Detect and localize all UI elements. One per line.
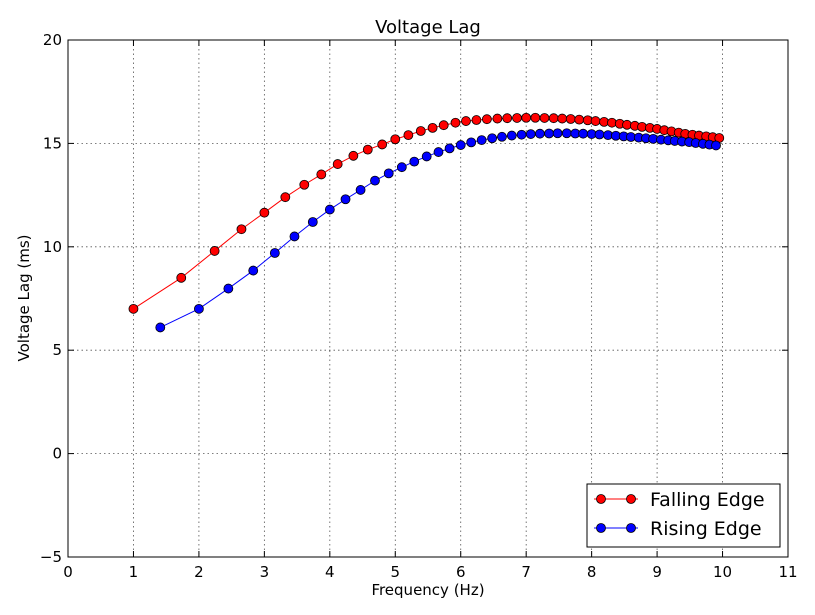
data-point-rising-edge bbox=[194, 303, 204, 314]
x-tick-label: 8 bbox=[587, 563, 597, 581]
data-point-rising-edge bbox=[525, 129, 536, 139]
data-point-rising-edge bbox=[340, 194, 351, 205]
data-point-rising-edge bbox=[516, 129, 527, 140]
data-point-falling-edge bbox=[259, 207, 270, 218]
data-point-falling-edge bbox=[482, 114, 492, 125]
data-point-rising-edge bbox=[155, 322, 166, 333]
plot-frame bbox=[67, 39, 789, 558]
data-point-rising-edge bbox=[497, 131, 507, 142]
data-point-rising-edge bbox=[594, 129, 605, 140]
data-point-falling-edge bbox=[390, 134, 401, 145]
legend-marker-rising-edge bbox=[626, 523, 636, 533]
y-tick-label: −5 bbox=[40, 548, 62, 566]
data-point-rising-edge bbox=[561, 128, 572, 139]
y-tick-label: 0 bbox=[52, 445, 62, 463]
data-point-rising-edge bbox=[355, 185, 366, 195]
y-tick-label: 10 bbox=[43, 238, 62, 256]
data-point-falling-edge bbox=[557, 113, 568, 124]
series-falling-edge bbox=[128, 112, 725, 314]
data-point-rising-edge bbox=[383, 168, 394, 179]
data-point-rising-edge bbox=[444, 143, 455, 154]
data-point-falling-edge bbox=[128, 303, 139, 314]
series-layer bbox=[128, 112, 725, 333]
data-point-rising-edge bbox=[433, 147, 444, 157]
legend-marker-falling-edge bbox=[596, 494, 606, 504]
data-point-falling-edge bbox=[492, 113, 503, 124]
data-point-rising-edge bbox=[396, 162, 407, 173]
legend: Falling Edge Rising Edge bbox=[586, 483, 781, 548]
data-point-falling-edge bbox=[565, 114, 576, 124]
x-tick-label: 7 bbox=[521, 563, 531, 581]
y-tick-label: 20 bbox=[43, 31, 62, 49]
chart-title: Voltage Lag bbox=[375, 17, 481, 38]
x-tick-label: 5 bbox=[390, 563, 400, 581]
data-point-falling-edge bbox=[415, 126, 426, 136]
data-point-rising-edge bbox=[487, 133, 498, 144]
data-point-rising-edge bbox=[466, 137, 477, 148]
x-tick-label: 2 bbox=[194, 563, 204, 581]
legend-label-rising-edge: Rising Edge bbox=[650, 518, 762, 540]
data-point-rising-edge bbox=[455, 140, 466, 150]
data-point-rising-edge bbox=[370, 175, 380, 186]
data-point-falling-edge bbox=[332, 159, 343, 169]
x-axis-label: Frequency (Hz) bbox=[371, 581, 484, 599]
data-point-rising-edge bbox=[711, 140, 721, 151]
data-point-falling-edge bbox=[176, 272, 187, 283]
data-point-falling-edge bbox=[539, 113, 550, 123]
data-point-falling-edge bbox=[438, 120, 449, 131]
y-tick-label: 15 bbox=[43, 134, 62, 152]
data-point-rising-edge bbox=[289, 231, 300, 242]
data-point-rising-edge bbox=[269, 248, 280, 258]
data-point-falling-edge bbox=[471, 115, 482, 125]
data-point-falling-edge bbox=[209, 246, 220, 256]
data-point-falling-edge bbox=[362, 144, 373, 155]
data-point-falling-edge bbox=[502, 113, 513, 124]
data-point-falling-edge bbox=[530, 112, 541, 123]
data-point-falling-edge bbox=[461, 116, 471, 126]
data-point-falling-edge bbox=[348, 150, 359, 161]
y-tick-label: 5 bbox=[52, 341, 62, 359]
x-tick-label: 3 bbox=[260, 563, 270, 581]
data-point-rising-edge bbox=[476, 135, 487, 145]
data-point-rising-edge bbox=[248, 265, 259, 276]
data-point-rising-edge bbox=[307, 217, 318, 227]
x-tick-label: 6 bbox=[456, 563, 466, 581]
x-tick-label: 4 bbox=[325, 563, 335, 581]
data-point-rising-edge bbox=[421, 151, 432, 162]
data-point-falling-edge bbox=[236, 224, 247, 235]
data-point-falling-edge bbox=[377, 139, 388, 150]
data-point-rising-edge bbox=[578, 128, 589, 139]
x-tick-label: 9 bbox=[652, 563, 662, 581]
data-point-falling-edge bbox=[403, 130, 414, 141]
series-rising-edge bbox=[155, 128, 721, 333]
data-point-rising-edge bbox=[223, 283, 234, 294]
legend-label-falling-edge: Falling Edge bbox=[650, 489, 765, 511]
data-point-rising-edge bbox=[552, 128, 563, 139]
x-tick-label: 0 bbox=[63, 563, 73, 581]
data-point-rising-edge bbox=[409, 156, 420, 167]
x-tick-label: 10 bbox=[713, 563, 732, 581]
x-tick-label: 1 bbox=[129, 563, 139, 581]
data-point-falling-edge bbox=[590, 116, 601, 126]
data-point-falling-edge bbox=[548, 113, 559, 124]
legend-marker-falling-edge bbox=[626, 494, 636, 504]
data-point-falling-edge bbox=[280, 192, 291, 203]
data-point-rising-edge bbox=[535, 128, 545, 139]
data-point-falling-edge bbox=[450, 117, 461, 128]
data-point-rising-edge bbox=[506, 130, 517, 141]
data-point-falling-edge bbox=[512, 113, 522, 123]
data-point-falling-edge bbox=[299, 179, 310, 190]
data-point-falling-edge bbox=[521, 112, 532, 123]
legend-box bbox=[586, 483, 781, 548]
data-point-falling-edge bbox=[316, 169, 327, 180]
legend-marker-rising-edge bbox=[596, 523, 606, 533]
x-tick-label: 11 bbox=[778, 563, 797, 581]
y-axis-label: Voltage Lag (ms) bbox=[15, 234, 33, 361]
data-point-falling-edge bbox=[574, 114, 585, 125]
data-point-rising-edge bbox=[544, 128, 554, 139]
data-point-rising-edge bbox=[324, 204, 335, 215]
data-point-falling-edge bbox=[427, 122, 438, 133]
